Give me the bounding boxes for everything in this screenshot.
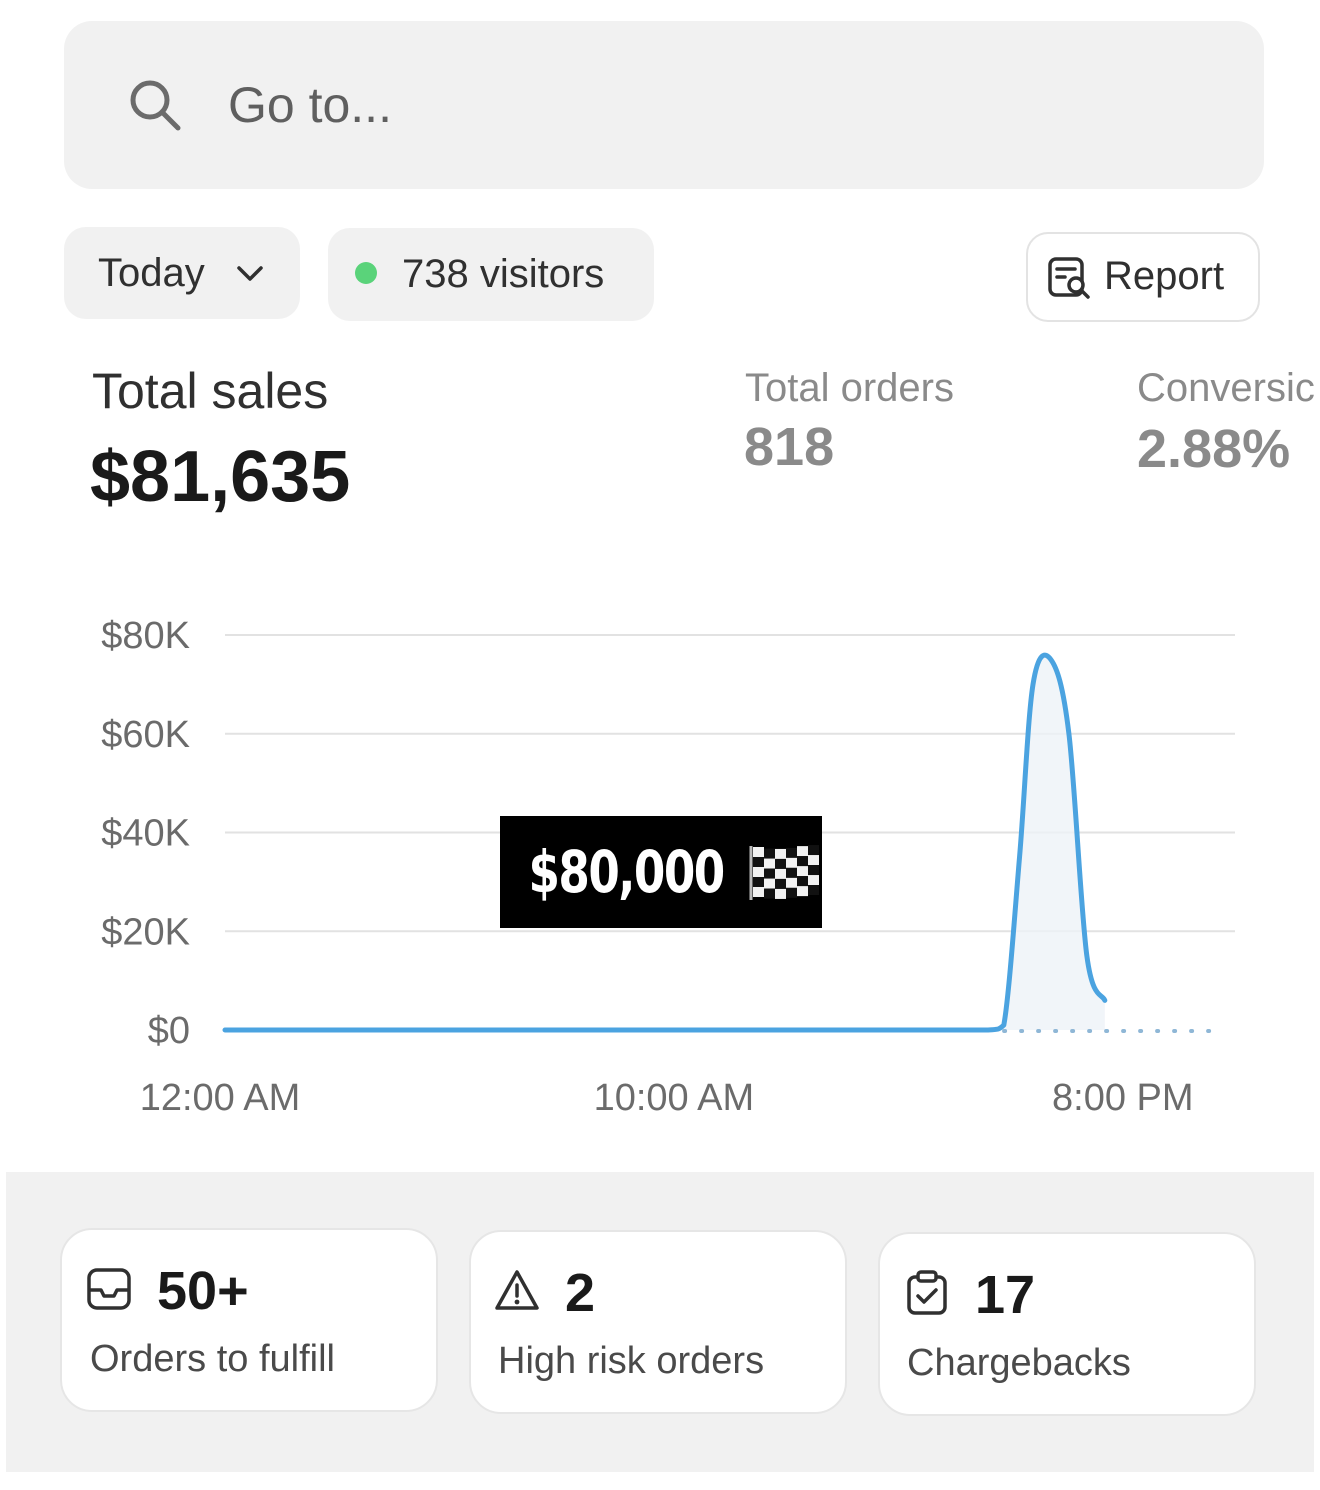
- chargebacks-count: 17: [975, 1265, 1036, 1325]
- y-tick-label: $0: [148, 1010, 190, 1052]
- y-tick-label: $60K: [101, 714, 190, 756]
- high-risk-orders-label: High risk orders: [498, 1340, 765, 1382]
- sales-chart: $80K $60K $40K $20K $0 12:00 AM 10:00 AM 8:00 …: [101, 615, 1235, 1119]
- x-axis: 12:00 AM 10:00 AM 8:00 PM: [140, 1077, 1194, 1119]
- chargebacks-label: Chargebacks: [907, 1342, 1131, 1384]
- conversion-value[interactable]: 2.88%: [1137, 419, 1291, 479]
- orders-to-fulfill-card[interactable]: [60, 1228, 438, 1412]
- total-orders-value[interactable]: 818: [744, 417, 835, 477]
- series-line: [222, 652, 1108, 1033]
- y-tick-label: $20K: [101, 911, 190, 953]
- chevron-down-icon: [237, 266, 263, 281]
- goal-badge: $80,000: [500, 816, 822, 928]
- goal-badge-text: $80,000: [528, 838, 725, 906]
- live-visitors-button[interactable]: 738 visitors: [328, 228, 654, 321]
- live-dot-icon: [355, 262, 377, 284]
- total-sales-value: $81,635: [90, 437, 351, 517]
- x-tick-label: 10:00 AM: [594, 1077, 755, 1119]
- orders-to-fulfill-label: Orders to fulfill: [90, 1338, 335, 1380]
- search-input[interactable]: [228, 70, 1128, 140]
- series-area: [225, 655, 1105, 1030]
- clipboard-check-icon: [907, 1270, 947, 1315]
- total-sales-label: Total sales: [92, 363, 329, 419]
- date-range-button[interactable]: Today: [64, 227, 300, 319]
- total-orders-label[interactable]: Total orders: [745, 366, 954, 410]
- x-tick-label: 8:00 PM: [1052, 1077, 1194, 1119]
- inbox-icon: [87, 1268, 131, 1310]
- report-search-icon: [1048, 257, 1090, 299]
- visitors-label: 738 visitors: [402, 252, 605, 296]
- y-axis: $80K $60K $40K $20K $0: [101, 615, 190, 1052]
- report-button[interactable]: [1026, 232, 1260, 322]
- y-tick-label: $40K: [101, 813, 190, 855]
- search-icon: [130, 80, 181, 131]
- y-tick-label: $80K: [101, 615, 190, 657]
- report-label: Report: [1104, 254, 1225, 298]
- checkered-flag-icon: [749, 845, 820, 900]
- x-tick-label: 12:00 AM: [140, 1077, 301, 1119]
- high-risk-orders-card[interactable]: [469, 1230, 847, 1414]
- conversion-label[interactable]: Conversic: [1137, 366, 1315, 410]
- warning-icon: [495, 1270, 539, 1310]
- orders-to-fulfill-count: 50+: [157, 1261, 249, 1321]
- chargebacks-card[interactable]: [878, 1232, 1256, 1416]
- high-risk-orders-count: 2: [565, 1263, 596, 1323]
- date-range-label: Today: [98, 250, 205, 295]
